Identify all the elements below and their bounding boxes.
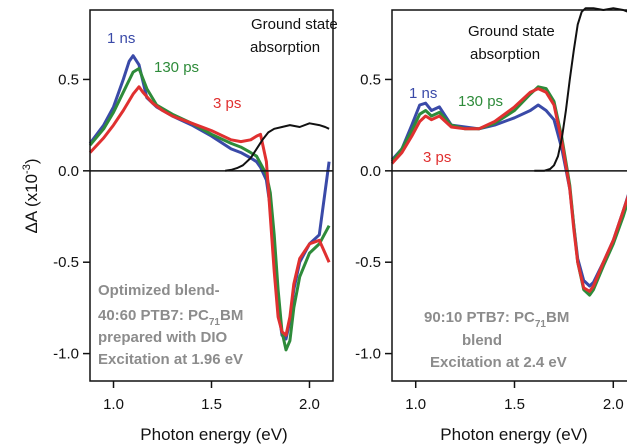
y-tick-label-right-1: 0.0	[360, 163, 381, 180]
x-tick-label-left-2: 2.0	[299, 396, 320, 413]
y-axis-title-main: ΔA (x10	[22, 174, 41, 234]
series-left-ground-state-absorption	[225, 122, 330, 172]
annotation-left-line2: 40:60 PTB7: PC71BM	[98, 307, 243, 328]
panel-right: 1.0 1.5 2.0 0.5 0.0 -0.5 -1.0 Photon energy (e…	[355, 7, 627, 444]
series-right-1-ns	[390, 101, 627, 288]
annotation-left-line2-pre: 40:60 PTB7: PC	[98, 307, 209, 324]
y-tick-label-left-3: -1.0	[53, 346, 79, 363]
label-left-130ps: 130 ps	[154, 59, 199, 76]
y-axis-title-close: )	[22, 158, 41, 164]
series-right-130-ps	[390, 85, 627, 297]
y-tick-label-left-2: -0.5	[53, 254, 79, 271]
y-tick-label-left-1: 0.0	[58, 163, 79, 180]
label-right-1ns: 1 ns	[409, 85, 437, 102]
y-tick-label-right-0: 0.5	[360, 71, 381, 88]
annotation-right-line1: 90:10 PTB7: PC71BM	[424, 309, 569, 330]
panel-left: 1.0 1.5 2.0 0.5 0.0 -0.5 -1.0 ΔA (x10-3) Photo…	[21, 9, 338, 444]
label-left-3ps: 3 ps	[213, 95, 241, 112]
panel-left-ticks: 1.0 1.5 2.0 0.5 0.0 -0.5 -1.0	[53, 71, 320, 413]
annotation-right-line1-pre: 90:10 PTB7: PC	[424, 309, 535, 326]
label-right-ground-state: Ground state	[468, 23, 555, 40]
panel-right-ticks: 1.0 1.5 2.0 0.5 0.0 -0.5 -1.0	[355, 71, 624, 413]
label-right-3ps: 3 ps	[423, 149, 451, 166]
label-left-absorption: absorption	[250, 39, 320, 56]
annotation-right-line3: Excitation at 2.4 eV	[430, 354, 567, 371]
x-tick-label-right-2: 2.0	[603, 396, 624, 413]
x-tick-label-right-1: 1.5	[504, 396, 525, 413]
annotation-left-line4: Excitation at 1.96 eV	[98, 351, 243, 368]
label-left-1ns: 1 ns	[107, 30, 135, 47]
label-left-ground-state: Ground state	[251, 16, 338, 33]
y-tick-label-right-3: -1.0	[355, 346, 381, 363]
annotation-right-line1-sub: 71	[535, 319, 547, 330]
panel-left-series	[88, 54, 331, 352]
annotation-right-line2: blend	[462, 332, 502, 349]
x-tick-label-right-0: 1.0	[405, 396, 426, 413]
panel-left-y-axis-title: ΔA (x10-3)	[21, 158, 41, 233]
label-right-absorption: absorption	[470, 46, 540, 63]
annotation-left-line2-sub: 71	[209, 317, 221, 328]
annotation-left-line3: prepared with DIO	[98, 329, 228, 346]
series-left-3-ps	[88, 85, 331, 337]
x-tick-label-left-1: 1.5	[201, 396, 222, 413]
x-tick-label-left-0: 1.0	[103, 396, 124, 413]
annotation-left-line2-post: BM	[220, 307, 243, 324]
label-right-130ps: 130 ps	[458, 93, 503, 110]
y-tick-label-right-2: -0.5	[355, 254, 381, 271]
annotation-left-line1: Optimized blend-	[98, 282, 220, 299]
y-axis-title-exponent: -3	[21, 164, 33, 174]
y-tick-label-left-0: 0.5	[58, 71, 79, 88]
panel-right-x-axis-title: Photon energy (eV)	[440, 425, 587, 444]
annotation-right-line1-post: BM	[546, 309, 569, 326]
panel-left-x-axis-title: Photon energy (eV)	[140, 425, 287, 444]
series-right-3-ps	[390, 87, 627, 293]
